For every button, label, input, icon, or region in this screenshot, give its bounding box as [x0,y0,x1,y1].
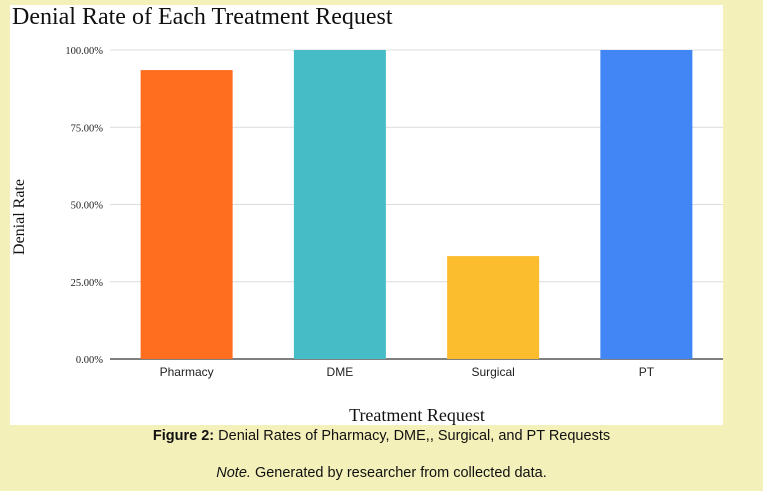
x-tick-label: DME [327,365,354,379]
bar-surgical [447,256,540,359]
figure-caption-label: Figure 2: [152,428,215,444]
bar-pharmacy [140,70,233,360]
y-tick-label: 75.00% [71,123,104,134]
figure-caption-text: Denial Rates of Pharmacy, DME,, Surgical… [214,428,611,444]
y-tick-label: 25.00% [71,278,104,289]
y-tick-label: 50.00% [71,201,104,212]
y-tick-label: 100.00% [65,46,103,57]
x-tick-label: PT [639,365,655,379]
figure-note: Note. Generated by researcher from colle… [0,465,763,481]
bar-chart: Denial Rate of Each Treatment Request De… [11,5,723,425]
y-axis-label: Denial Rate [11,179,28,255]
bar-pt [600,50,693,359]
y-tick-labels: 0.00% 25.00% 50.00% 75.00% 100.00% [65,46,103,366]
chart-panel: Denial Rate of Each Treatment Request De… [10,5,723,425]
x-tick-labels: Pharmacy DME Surgical PT [160,365,655,379]
figure-note-label: Note. [216,465,251,481]
x-axis-label: Treatment Request [349,405,485,425]
y-tick-label: 0.00% [76,355,103,366]
bars [140,50,693,360]
figure-caption: Figure 2: Denial Rates of Pharmacy, DME,… [0,428,763,444]
x-tick-label: Pharmacy [160,365,214,379]
figure-note-text: Generated by researcher from collected d… [250,465,547,481]
chart-title: Denial Rate of Each Treatment Request [12,5,393,30]
bar-dme [293,50,386,359]
x-tick-label: Surgical [471,365,514,379]
